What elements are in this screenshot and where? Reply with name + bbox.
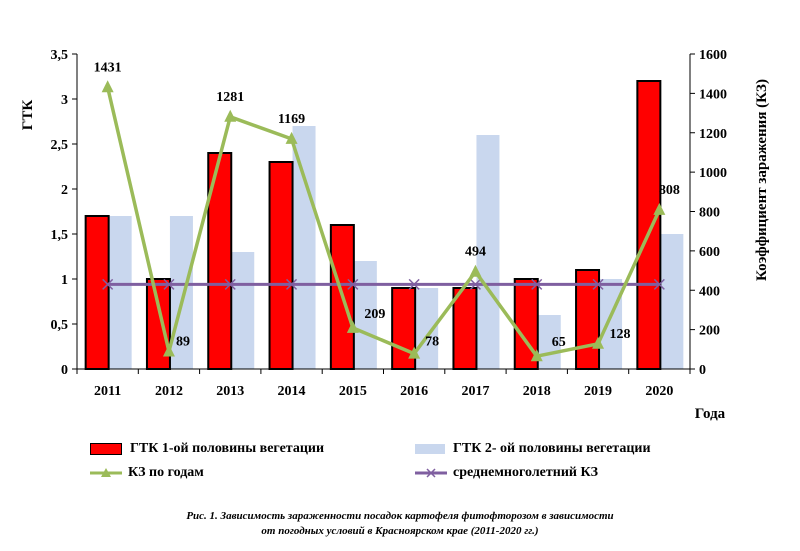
legend-label-gtk1: ГТК 1-ой половины вегетации bbox=[130, 441, 325, 456]
legend-item-kz: КЗ по годам bbox=[90, 464, 204, 482]
legend-item-kz-avg: среднемноголетний КЗ bbox=[415, 464, 598, 482]
legend-label-kz: КЗ по годам bbox=[128, 465, 204, 480]
data-label-kz-2012: 89 bbox=[176, 334, 190, 349]
x-tick-label: 2020 bbox=[645, 384, 673, 399]
data-label-kz-2017: 494 bbox=[465, 245, 486, 260]
marker-kz-2019 bbox=[592, 336, 605, 349]
marker-kz-avg-2018 bbox=[531, 278, 543, 290]
legend-swatch-kz bbox=[90, 467, 122, 477]
marker-kz-2015 bbox=[346, 320, 359, 333]
legend-label-gtk2: ГТК 2- ой половины вегетации bbox=[453, 441, 651, 456]
data-label-kz-2013: 1281 bbox=[216, 90, 244, 105]
bar-gtk1-2017 bbox=[452, 287, 478, 370]
data-label-kz-2018: 65 bbox=[552, 335, 566, 350]
marker-kz-avg-2012 bbox=[163, 278, 175, 290]
caption-line-1: Рис. 1. Зависимость зараженности посадок… bbox=[186, 510, 614, 522]
y-tick-label: 1 bbox=[61, 273, 68, 288]
legend-swatch-kz-avg bbox=[415, 468, 447, 478]
y2-axis-title: Коэффициент заражения (КЗ) bbox=[754, 79, 770, 281]
y2-tick-label: 1000 bbox=[699, 166, 727, 181]
y2-tick-label: 800 bbox=[699, 206, 720, 221]
bar-gtk2-2011 bbox=[108, 216, 132, 369]
legend: ГТК 1-ой половины вегетации ГТК 2- ой по… bbox=[0, 430, 800, 490]
y-tick-label: 1,5 bbox=[51, 228, 69, 243]
marker-kz-2014 bbox=[285, 131, 298, 144]
x-axis-title: Года bbox=[695, 406, 726, 422]
bar-gtk2-2015 bbox=[353, 261, 377, 369]
x-tick-label: 2018 bbox=[523, 384, 551, 399]
bar-gtk2-2017 bbox=[476, 135, 500, 369]
marker-kz-avg-2014 bbox=[286, 278, 298, 290]
legend-item-gtk1: ГТК 1-ой половины вегетации bbox=[90, 440, 324, 458]
y2-tick-label: 1600 bbox=[699, 48, 727, 63]
marker-kz-avg-2011 bbox=[102, 278, 114, 290]
y-tick-label: 2 bbox=[61, 183, 68, 198]
marker-kz-avg-2016 bbox=[408, 278, 420, 290]
bar-gtk2-2019 bbox=[599, 279, 623, 369]
y-tick-label: 3 bbox=[61, 93, 68, 108]
x-tick-label: 2019 bbox=[584, 384, 612, 399]
x-tick-label: 2014 bbox=[278, 384, 306, 399]
marker-kz-2012 bbox=[162, 344, 175, 357]
y2-tick-label: 1400 bbox=[699, 87, 727, 102]
y-axis-title: ГТК bbox=[20, 100, 36, 131]
chart-svg: 0 0,5 1 1,5 2 2,5 3 3,5 0 200 400 600 800 1000 1200 140… bbox=[20, 48, 770, 422]
legend-swatch-gtk1 bbox=[90, 442, 122, 455]
legend-item-gtk2: ГТК 2- ой половины вегетации bbox=[415, 440, 651, 458]
figure-caption: Рис. 1. Зависимость зараженности посадок… bbox=[0, 509, 800, 539]
y2-tick-label: 1200 bbox=[699, 127, 727, 142]
bar-gtk1-2011 bbox=[84, 215, 110, 370]
data-label-kz-2011: 1431 bbox=[94, 60, 122, 75]
x-tick-label: 2015 bbox=[339, 384, 367, 399]
caption-line-2: от погодных условий в Красноярском крае … bbox=[261, 525, 539, 537]
bar-gtk1-2014 bbox=[268, 161, 294, 370]
data-label-kz-2015: 209 bbox=[364, 307, 385, 322]
y-tick-label: 0,5 bbox=[51, 318, 69, 333]
bar-gtk2-2014 bbox=[292, 126, 316, 369]
marker-kz-2013 bbox=[224, 109, 237, 122]
y-tick-label: 3,5 bbox=[51, 48, 69, 63]
bar-gtk2-2013 bbox=[231, 252, 255, 369]
legend-label-kz-avg: среднемноголетний КЗ bbox=[453, 465, 599, 480]
marker-kz-avg-2013 bbox=[224, 278, 236, 290]
marker-kz-2020 bbox=[653, 202, 666, 215]
bar-gtk2-2020 bbox=[660, 234, 684, 369]
y2-tick-label: 600 bbox=[699, 245, 720, 260]
x-tick-label: 2012 bbox=[155, 384, 183, 399]
y-tick-label: 2,5 bbox=[51, 138, 69, 153]
marker-kz-2017 bbox=[469, 264, 482, 277]
marker-kz-2016 bbox=[408, 346, 421, 359]
x-tick-label: 2017 bbox=[461, 384, 489, 399]
marker-kz-avg-2015 bbox=[347, 278, 359, 290]
y2-tick-label: 400 bbox=[699, 284, 720, 299]
marker-kz-avg-2017 bbox=[469, 278, 481, 290]
y2-tick-label: 200 bbox=[699, 324, 720, 339]
data-label-kz-2020: 808 bbox=[659, 183, 680, 198]
bar-gtk1-2020 bbox=[636, 80, 662, 370]
marker-kz-2011 bbox=[101, 80, 114, 93]
x-tick-label: 2013 bbox=[216, 384, 244, 399]
data-label-kz-2019: 128 bbox=[610, 327, 631, 342]
data-label-kz-2014: 1169 bbox=[278, 112, 305, 127]
legend-swatch-gtk2 bbox=[415, 443, 445, 454]
marker-kz-avg-2019 bbox=[592, 278, 604, 290]
x-tick-label: 2011 bbox=[94, 384, 121, 399]
marker-kz-avg-2020 bbox=[653, 278, 665, 290]
x-tick-label: 2016 bbox=[400, 384, 428, 399]
marker-kz-2018 bbox=[530, 349, 543, 362]
y2-tick-label: 0 bbox=[699, 363, 706, 378]
y-tick-label: 0 bbox=[61, 363, 68, 378]
data-label-kz-2016: 78 bbox=[425, 335, 439, 350]
line-kz bbox=[105, 86, 661, 358]
bar-gtk2-2016 bbox=[415, 288, 439, 369]
